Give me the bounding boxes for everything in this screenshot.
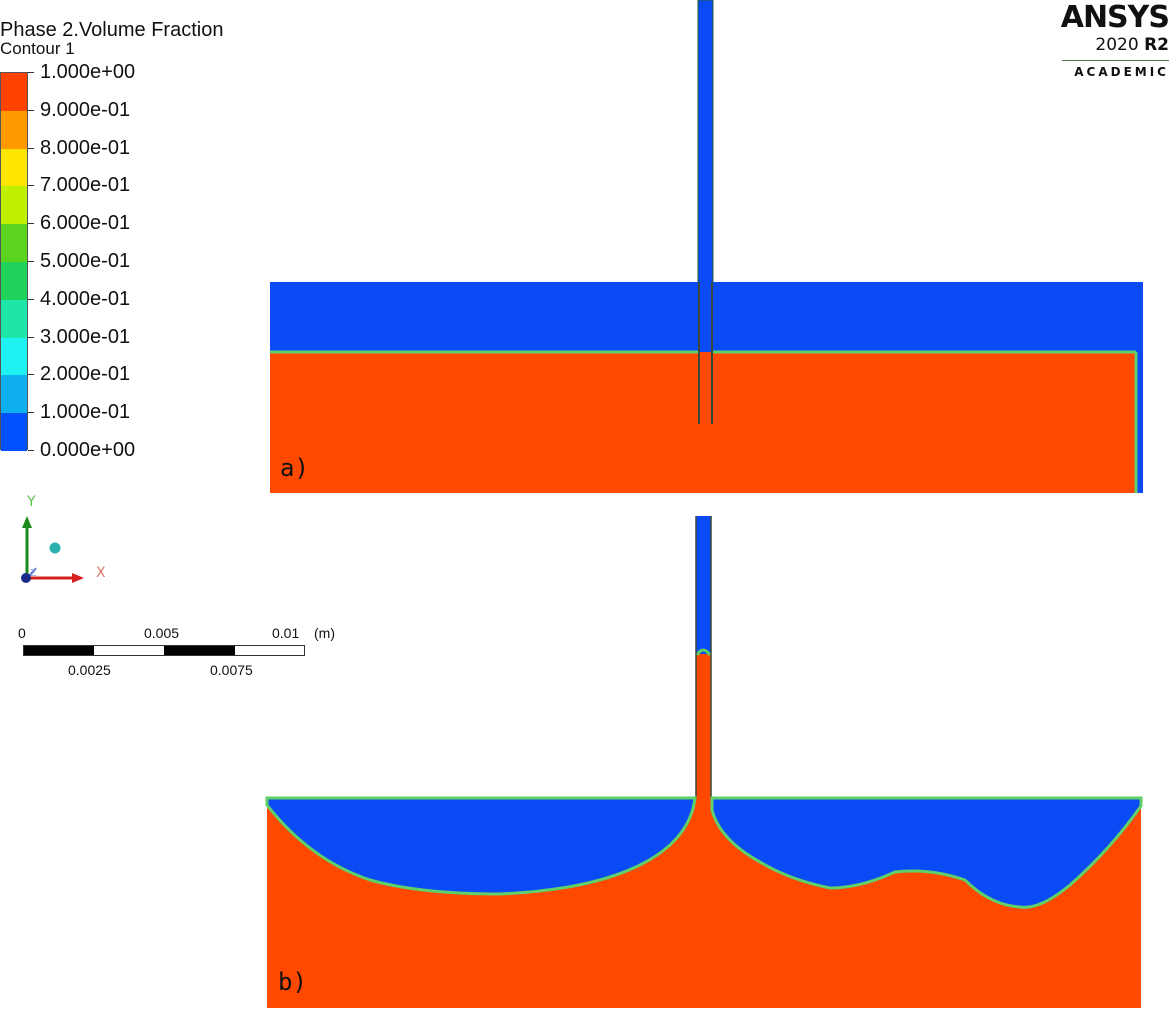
colorbar-tick-label: 7.000e-01 (40, 174, 131, 197)
y-arrowhead-icon (22, 516, 32, 528)
view-sphere-icon[interactable] (49, 542, 61, 554)
colorbar-tick-mark (28, 261, 34, 262)
scale-bar-track (23, 645, 305, 656)
contour-panel-a[interactable]: a) (0, 0, 1169, 500)
colorbar-tick-mark (28, 298, 34, 300)
triad-x-label: X (96, 565, 106, 581)
capillary-gas-a (697, 0, 714, 286)
colorbar-segment (1, 186, 27, 225)
colorbar-segment (1, 375, 27, 414)
tube-liquid-inside-a (700, 352, 711, 424)
colorbar-tick-label: 6.000e-01 (40, 212, 131, 235)
colorbar-tick-label: 5.000e-01 (40, 250, 131, 272)
logo-version: 2020 R2 (1040, 34, 1169, 56)
legend-subtitle: Contour 1 (0, 39, 75, 58)
colorbar-segment (1, 262, 27, 301)
colorbar-tick-label: 4.000e-01 (40, 287, 131, 310)
colorbar-tick-label: 1.000e+00 (40, 61, 136, 83)
colorbar-segment (1, 148, 27, 187)
triad-y-label: Y (26, 494, 36, 510)
scale-label-0005: 0.005 (144, 625, 180, 641)
scale-segment-3 (164, 646, 235, 655)
colorbar-segment (1, 337, 27, 376)
gas-pocket-right-b (710, 796, 1143, 909)
colorbar-tick-mark (28, 223, 34, 225)
scale-bar: 0 0.005 0.01 (m) 0.0025 0.0075 (18, 625, 358, 685)
origin-dot-icon (21, 573, 31, 583)
scale-label-00025: 0.0025 (68, 662, 111, 678)
colorbar-segment (1, 110, 27, 150)
colorbar-tick-label: 0.000e+00 (40, 439, 136, 461)
panel-label-a: a) (280, 454, 309, 482)
colorbar-tick-mark (28, 374, 34, 376)
colorbar-tick-label: 1.000e-01 (40, 401, 131, 424)
capillary-gas-b (696, 516, 711, 654)
triad-z-label: Z (30, 568, 37, 579)
colorbar-tick-label: 2.000e-01 (40, 363, 131, 386)
ansys-logo: ANSYS 2020 R2 ACADEMIC (1040, 2, 1169, 92)
colorbar-tick-mark (28, 72, 34, 73)
contour-panel-b[interactable]: b) (0, 500, 1169, 1010)
meniscus-b (695, 648, 712, 656)
panel-label-b: b) (278, 968, 307, 996)
colorbar-tick-label: 8.000e-01 (40, 136, 131, 159)
colorbar-segment (1, 73, 27, 112)
colorbar-tick-mark (28, 185, 34, 187)
colorbar-tick-mark (28, 109, 34, 111)
logo-divider (1062, 60, 1169, 61)
colorbar-tick-mark (28, 412, 34, 414)
colorbar-segment (1, 413, 27, 452)
scale-label-00075: 0.0075 (210, 662, 253, 678)
colorbar-tick-label: 3.000e-01 (40, 325, 131, 348)
scale-label-0: 0 (18, 625, 26, 641)
colorbar-segment (1, 224, 27, 263)
colorbar-ticks: 1.000e+00 9.000e-01 8.000e-01 7.000e-01 6.00… (0, 0, 260, 470)
colorbar (0, 72, 28, 452)
scale-label-001: 0.01 (272, 625, 300, 641)
logo-name: ANSYS (1060, 0, 1169, 35)
scale-segment-1 (24, 646, 94, 655)
colorbar-segment (1, 299, 27, 339)
colorbar-tick-label: 9.000e-01 (40, 98, 131, 121)
scale-unit: (m) (314, 625, 335, 641)
logo-version-year: 2020 (1095, 35, 1139, 55)
colorbar-tick-mark (28, 450, 34, 451)
right-wall-gas-a (1135, 352, 1143, 493)
logo-version-release: R2 (1144, 35, 1169, 55)
gas-pocket-left-b (265, 796, 697, 896)
colorbar-tick-mark (28, 147, 34, 149)
axis-triad[interactable]: Y X Z (10, 488, 120, 598)
tube-gas-inside-a (700, 282, 711, 352)
legend-title: Phase 2.Volume Fraction (0, 19, 224, 41)
logo-edition: ACADEMIC (1074, 65, 1169, 79)
x-arrowhead-icon (72, 573, 84, 583)
colorbar-tick-mark (28, 336, 34, 338)
